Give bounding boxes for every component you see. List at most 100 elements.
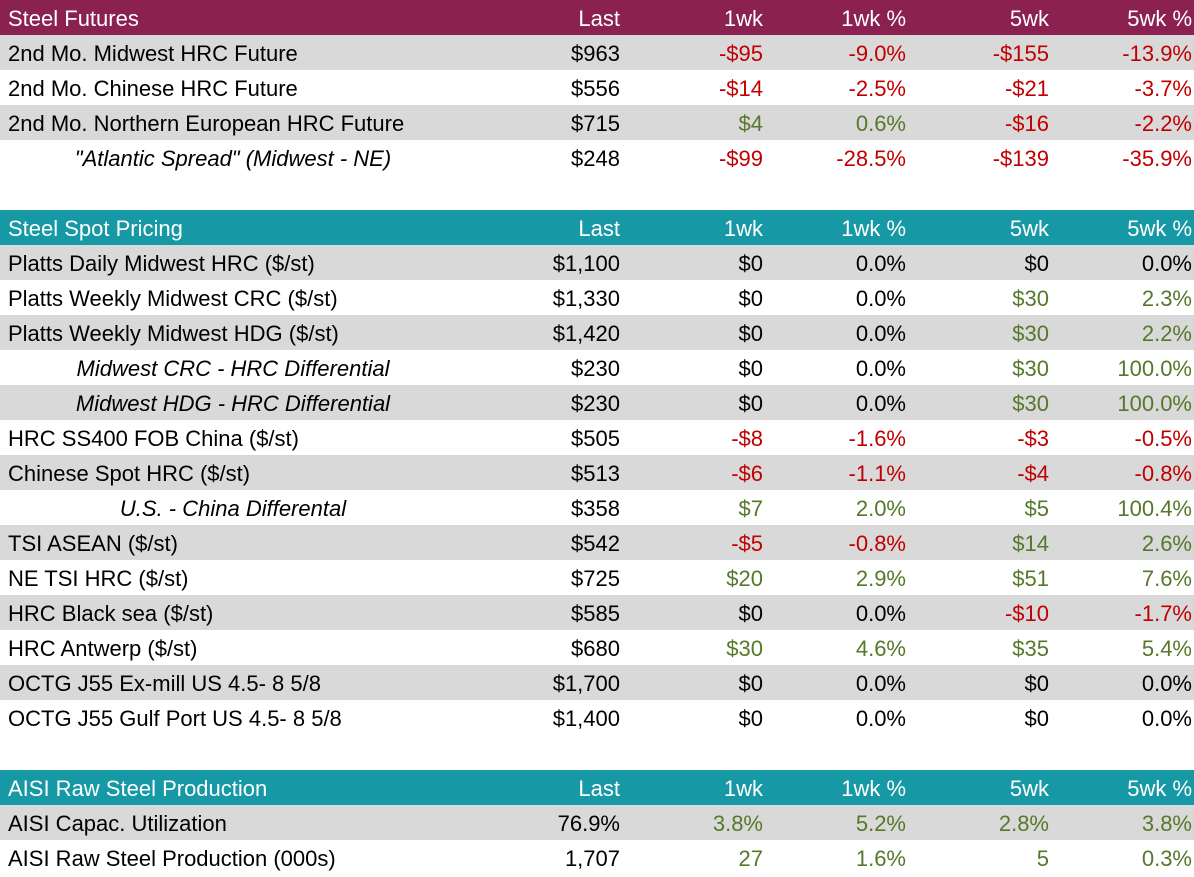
value-cell: -$16: [1004, 111, 1049, 136]
value-cell: $556: [571, 76, 620, 101]
value-cell: -0.5%: [1134, 426, 1192, 451]
value-cell: 0.0%: [855, 391, 906, 416]
row-label: Midwest CRC - HRC Differential: [76, 356, 390, 381]
column-header: 1wk: [723, 6, 763, 31]
column-header: 5wk: [1009, 776, 1049, 801]
section-header: AISI Raw Steel Production Last 1wk 1wk % 5wk…: [0, 770, 1194, 805]
value-cell: -$99: [718, 146, 763, 171]
value-cell: $30: [1012, 356, 1049, 381]
value-cell: 5.2%: [855, 811, 906, 836]
value-cell: $30: [1012, 321, 1049, 346]
column-header: 5wk %: [1127, 216, 1192, 241]
value-cell: $0: [738, 706, 763, 731]
value-cell: 2.2%: [1141, 321, 1192, 346]
value-cell: $1,100: [552, 251, 620, 276]
row-label: AISI Capac. Utilization: [8, 811, 227, 836]
value-cell: -0.8%: [1134, 461, 1192, 486]
value-cell: -3.7%: [1134, 76, 1192, 101]
value-cell: $513: [571, 461, 620, 486]
column-header: Last: [578, 6, 620, 31]
value-cell: 2.0%: [855, 496, 906, 521]
table-row: Platts Daily Midwest HRC ($/st) $1,100 $0 0…: [0, 245, 1194, 280]
value-cell: -$95: [718, 41, 763, 66]
value-cell: 1.6%: [855, 846, 906, 871]
section-title: AISI Raw Steel Production: [8, 776, 268, 801]
row-label: Platts Daily Midwest HRC ($/st): [8, 251, 315, 276]
row-label: U.S. - China Differental: [119, 496, 347, 521]
value-cell: 0.0%: [1141, 671, 1192, 696]
value-cell: 0.0%: [1141, 706, 1192, 731]
row-label: 2nd Mo. Northern European HRC Future: [8, 111, 405, 136]
value-cell: $0: [738, 671, 763, 696]
table-row: TSI ASEAN ($/st) $542 -$5 -0.8% $14 2.6%: [0, 525, 1194, 560]
value-cell: -$6: [731, 461, 763, 486]
value-cell: $358: [571, 496, 620, 521]
table-row: NE TSI HRC ($/st) $725 $20 2.9% $51 7.6%: [0, 560, 1194, 595]
value-cell: $0: [738, 356, 763, 381]
row-label: Midwest HDG - HRC Differential: [75, 391, 391, 416]
column-header: Last: [578, 776, 620, 801]
value-cell: $715: [571, 111, 620, 136]
row-label: Platts Weekly Midwest HDG ($/st): [8, 321, 339, 346]
value-cell: -$4: [1017, 461, 1049, 486]
value-cell: -2.5%: [848, 76, 906, 101]
table-row: 2nd Mo. Chinese HRC Future $556 -$14 -2.5% -…: [0, 70, 1194, 105]
value-cell: 2.8%: [998, 811, 1049, 836]
row-label: "Atlantic Spread" (Midwest - NE): [74, 146, 392, 171]
column-header: Last: [578, 216, 620, 241]
value-cell: -1.7%: [1134, 601, 1192, 626]
value-cell: 76.9%: [557, 811, 620, 836]
value-cell: 100.4%: [1117, 496, 1192, 521]
row-label: HRC Antwerp ($/st): [8, 636, 198, 661]
value-cell: 0.0%: [855, 706, 906, 731]
value-cell: $1,700: [552, 671, 620, 696]
value-cell: $4: [738, 111, 763, 136]
value-cell: $0: [738, 391, 763, 416]
value-cell: -2.2%: [1134, 111, 1192, 136]
value-cell: -9.0%: [848, 41, 906, 66]
table-row: OCTG J55 Gulf Port US 4.5- 8 5/8 $1,400 $0…: [0, 700, 1194, 735]
value-cell: -$5: [731, 531, 763, 556]
value-cell: $0: [738, 286, 763, 311]
value-cell: 5: [1036, 846, 1049, 871]
row-label: HRC Black sea ($/st): [8, 601, 214, 626]
value-cell: -$139: [992, 146, 1049, 171]
column-header: 5wk %: [1127, 776, 1192, 801]
value-cell: $30: [726, 636, 763, 661]
value-cell: 27: [738, 846, 763, 871]
value-cell: -$3: [1017, 426, 1049, 451]
row-label: HRC SS400 FOB China ($/st): [8, 426, 299, 451]
value-cell: $0: [738, 251, 763, 276]
value-cell: -$14: [718, 76, 763, 101]
value-cell: 2.3%: [1141, 286, 1192, 311]
section-title: Steel Spot Pricing: [8, 216, 183, 241]
value-cell: $35: [1012, 636, 1049, 661]
section-header: Steel Futures Last 1wk 1wk % 5wk 5wk %: [0, 0, 1194, 35]
value-cell: $585: [571, 601, 620, 626]
column-header: 5wk: [1009, 6, 1049, 31]
value-cell: -35.9%: [1122, 146, 1192, 171]
row-label: Platts Weekly Midwest CRC ($/st): [8, 286, 338, 311]
value-cell: -$8: [731, 426, 763, 451]
value-cell: $1,330: [552, 286, 620, 311]
value-cell: $51: [1012, 566, 1049, 591]
row-label: TSI ASEAN ($/st): [8, 531, 178, 556]
value-cell: 5.4%: [1141, 636, 1192, 661]
value-cell: $0: [738, 321, 763, 346]
row-label: 2nd Mo. Midwest HRC Future: [8, 41, 298, 66]
value-cell: 3.8%: [712, 811, 763, 836]
value-cell: $1,400: [552, 706, 620, 731]
value-cell: 0.0%: [855, 356, 906, 381]
table-row: Platts Weekly Midwest HDG ($/st) $1,420 $0…: [0, 315, 1194, 350]
value-cell: 0.0%: [855, 251, 906, 276]
value-cell: 100.0%: [1117, 391, 1192, 416]
column-header: 5wk: [1009, 216, 1049, 241]
value-cell: -$10: [1004, 601, 1049, 626]
value-cell: $30: [1012, 286, 1049, 311]
value-cell: $230: [571, 391, 620, 416]
column-header: 5wk %: [1127, 6, 1192, 31]
value-cell: $248: [571, 146, 620, 171]
value-cell: -$155: [992, 41, 1049, 66]
column-header: 1wk: [723, 776, 763, 801]
